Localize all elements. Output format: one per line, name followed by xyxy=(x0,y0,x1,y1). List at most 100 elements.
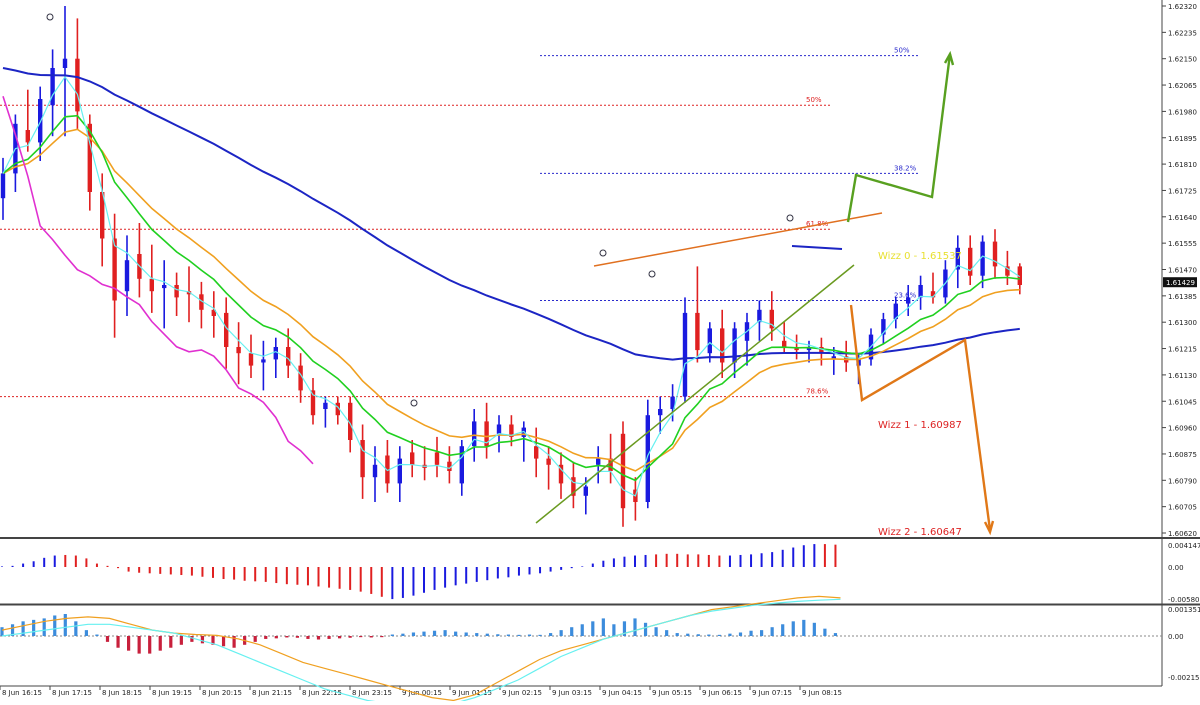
candle-body xyxy=(509,424,514,437)
osc-histogram-bar xyxy=(105,636,110,642)
price-tick-label: 1.61045 xyxy=(1168,398,1197,406)
osc-histogram-bar xyxy=(812,622,816,636)
candle-body xyxy=(124,260,130,292)
time-tick-label: 8 Jun 17:15 xyxy=(52,689,92,697)
candle-body xyxy=(558,464,564,484)
candle-body xyxy=(397,458,402,484)
osc-histogram-bar xyxy=(622,621,627,636)
osc-histogram-bar xyxy=(0,627,4,636)
price-tick-label: 1.62320 xyxy=(1168,3,1197,11)
fractal-marker xyxy=(46,13,54,21)
candle-body xyxy=(1017,266,1022,285)
osc-histogram-bar xyxy=(791,621,795,636)
osc-histogram-bar xyxy=(443,630,447,636)
projection-arrow-orange-head xyxy=(983,520,995,536)
time-tick-label: 8 Jun 22:15 xyxy=(302,689,342,697)
ema-magenta-line xyxy=(2,96,314,465)
candle-body xyxy=(348,402,353,440)
candle-body xyxy=(608,458,613,471)
fib-level-label: 78.6% xyxy=(806,388,829,396)
candle-body xyxy=(447,461,452,471)
candle-body xyxy=(273,347,278,360)
candle-body xyxy=(620,433,626,509)
fractal-marker xyxy=(786,214,794,222)
price-tick-label: 1.61980 xyxy=(1168,108,1197,116)
price-tick-label: 1.61895 xyxy=(1168,135,1197,143)
osc-histogram-bar xyxy=(401,633,405,636)
osc-histogram-bar xyxy=(707,634,711,636)
fractal-marker xyxy=(599,249,607,257)
fib-level-label: 50% xyxy=(894,47,910,55)
candle-body xyxy=(484,421,489,447)
osc-histogram-bar xyxy=(411,632,416,636)
candle-body xyxy=(199,294,204,310)
candle-body xyxy=(310,390,316,416)
candle-body xyxy=(695,312,700,351)
candle-body xyxy=(224,312,229,347)
price-tick-label: 1.61470 xyxy=(1168,267,1197,275)
candle-body xyxy=(149,278,154,292)
wizz-label: Wizz 1 - 1.60987 xyxy=(878,420,962,431)
wizz-label: Wizz 2 - 1.60647 xyxy=(878,527,962,538)
osc-histogram-bar xyxy=(200,636,205,644)
candle-body xyxy=(930,291,936,298)
osc-histogram-bar xyxy=(675,633,679,636)
candle-body xyxy=(980,241,985,276)
osc-histogram-bar xyxy=(348,636,352,638)
candle-body xyxy=(992,241,998,267)
time-tick-label: 8 Jun 23:15 xyxy=(352,689,392,697)
current-price-box xyxy=(1163,277,1197,288)
price-tick-label: 1.61300 xyxy=(1168,319,1197,327)
candle-body xyxy=(546,458,551,465)
candle-body xyxy=(50,68,55,106)
osc-signal-line-2 xyxy=(1,598,841,705)
fractal-marker xyxy=(410,399,418,407)
osc-histogram-bar xyxy=(485,633,489,636)
time-tick-label: 8 Jun 18:15 xyxy=(102,689,142,697)
osc-histogram-bar xyxy=(338,636,342,639)
ema-green-line xyxy=(2,114,1020,482)
osc-histogram-bar xyxy=(454,631,458,636)
osc-tick-label: 0.00 xyxy=(1168,633,1184,641)
candle-body xyxy=(211,309,216,316)
candle-body xyxy=(596,458,601,465)
fractal-marker xyxy=(648,270,656,278)
osc-histogram-bar xyxy=(390,634,394,636)
price-tick-label: 1.62235 xyxy=(1168,29,1197,37)
candle-body xyxy=(769,309,774,329)
fib-level-label: 50% xyxy=(806,96,822,104)
candle-body xyxy=(100,192,105,239)
fib-level-label: 38.2% xyxy=(894,164,917,172)
price-tick-label: 1.60875 xyxy=(1168,451,1197,459)
osc-histogram-bar xyxy=(770,627,774,636)
osc-histogram-bar xyxy=(686,633,690,636)
osc-histogram-bar xyxy=(738,632,743,636)
osc-histogram-bar xyxy=(369,636,373,638)
candle-body xyxy=(819,347,824,354)
osc-histogram-bar xyxy=(359,636,363,638)
osc-histogram-bar xyxy=(179,636,183,645)
candle-body xyxy=(385,455,390,484)
osc-histogram-bar xyxy=(728,633,732,636)
candle-body xyxy=(707,328,712,354)
price-tick-label: 1.60705 xyxy=(1168,504,1197,512)
time-tick-label: 9 Jun 00:15 xyxy=(402,689,442,697)
osc-histogram-bar xyxy=(643,622,648,636)
osc-histogram-bar xyxy=(517,634,521,636)
candle-body xyxy=(955,247,960,270)
wizz-label: Wizz 0 - 1.61537 xyxy=(878,251,962,262)
osc-histogram-bar xyxy=(475,633,479,636)
candle-body xyxy=(236,347,241,354)
ema-cyan-line xyxy=(2,75,1021,497)
price-tick-label: 1.62150 xyxy=(1168,56,1197,64)
candle-body xyxy=(38,99,43,143)
osc-histogram-bar xyxy=(633,618,637,636)
candle-body xyxy=(472,421,477,447)
osc-histogram-bar xyxy=(84,630,88,636)
time-tick-label: 9 Jun 03:15 xyxy=(552,689,592,697)
candle-body xyxy=(583,486,588,496)
candle-body xyxy=(658,409,663,416)
osc-histogram-bar xyxy=(549,633,553,636)
candle-body xyxy=(534,446,539,459)
projection-arrow-green xyxy=(846,53,952,223)
